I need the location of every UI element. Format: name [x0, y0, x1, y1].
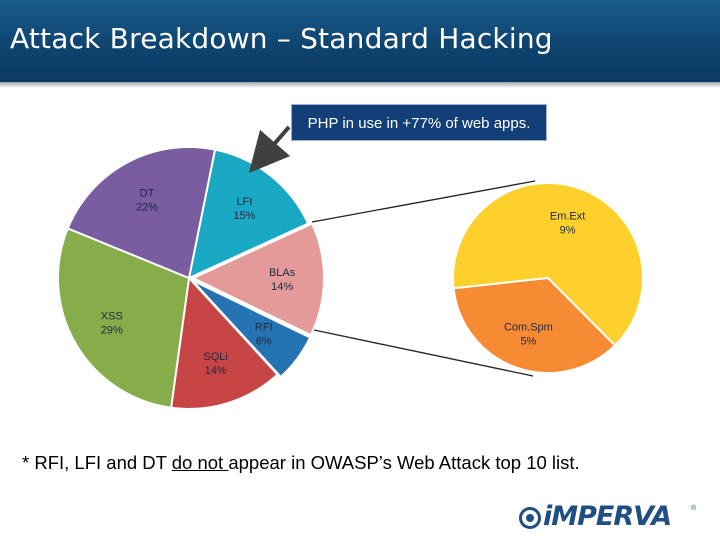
pie-slice-em-ext: [452, 181, 644, 347]
pie-value-dt: 22%: [136, 202, 158, 214]
logo-wordmark: iMPERVA: [543, 501, 672, 532]
imperva-logo: iMPERVA ®: [519, 501, 699, 533]
footnote-underlined: do not: [171, 452, 229, 473]
sub-pie: [452, 181, 644, 374]
callout-arrow: [248, 125, 291, 174]
title-bar-shadow: [0, 82, 720, 88]
connector-line-top: [311, 180, 536, 223]
logo-registered-mark: ®: [691, 505, 697, 512]
pie-slice-blas: [190, 222, 325, 337]
pie-slice-com-spm: [452, 276, 617, 374]
title-bar: [0, 0, 720, 82]
pie-value-rfi: 6%: [256, 336, 272, 348]
pie-slice-xss: [57, 227, 191, 409]
slide-title: Attack Breakdown – Standard Hacking: [10, 22, 553, 55]
pie-value-lfi: 15%: [233, 210, 255, 222]
footnote-pre: * RFI, LFI and DT: [22, 452, 172, 473]
pie-value-xss: 29%: [101, 325, 123, 337]
callout-box: PHP in use in +77% of web apps.: [291, 104, 547, 141]
pie-value-blas: 14%: [271, 281, 293, 293]
pie-slice-lfi: [187, 148, 310, 280]
pie-slice-rfi: [191, 279, 312, 379]
pie-label-lfi: LFI: [236, 196, 252, 208]
connector-line-bottom: [313, 329, 534, 377]
pie-label-em-ext: Em.Ext: [550, 211, 585, 223]
pie-label-sqli: SQLi: [203, 351, 227, 363]
logo-mark-icon: [519, 507, 541, 529]
pie-label-com-spm: Com.Spm: [504, 322, 553, 334]
pie-label-blas: BLAs: [269, 267, 296, 279]
main-pie-labels: LFI 15% BLAs 14% RFI 6% SQLi 14% XSS 29% DT 22%: [101, 188, 296, 378]
pie-label-rfi: RFI: [255, 322, 273, 334]
pie-slice-dt: [66, 146, 217, 280]
main-pie: [57, 146, 325, 410]
pie-label-dt: DT: [140, 188, 155, 200]
footnote-post: appear in OWASP’s Web Attack top 10 list…: [228, 452, 580, 473]
footnote: * RFI, LFI and DT do not appear in OWASP…: [22, 452, 580, 474]
pie-slice-sqli: [169, 275, 279, 410]
sub-pie-labels: Em.Ext 9% Com.Spm 5%: [504, 211, 585, 348]
pie-value-com-spm: 5%: [520, 336, 536, 348]
pie-label-xss: XSS: [101, 311, 123, 323]
pie-value-sqli: 14%: [205, 365, 227, 377]
pie-value-em-ext: 9%: [560, 225, 576, 237]
